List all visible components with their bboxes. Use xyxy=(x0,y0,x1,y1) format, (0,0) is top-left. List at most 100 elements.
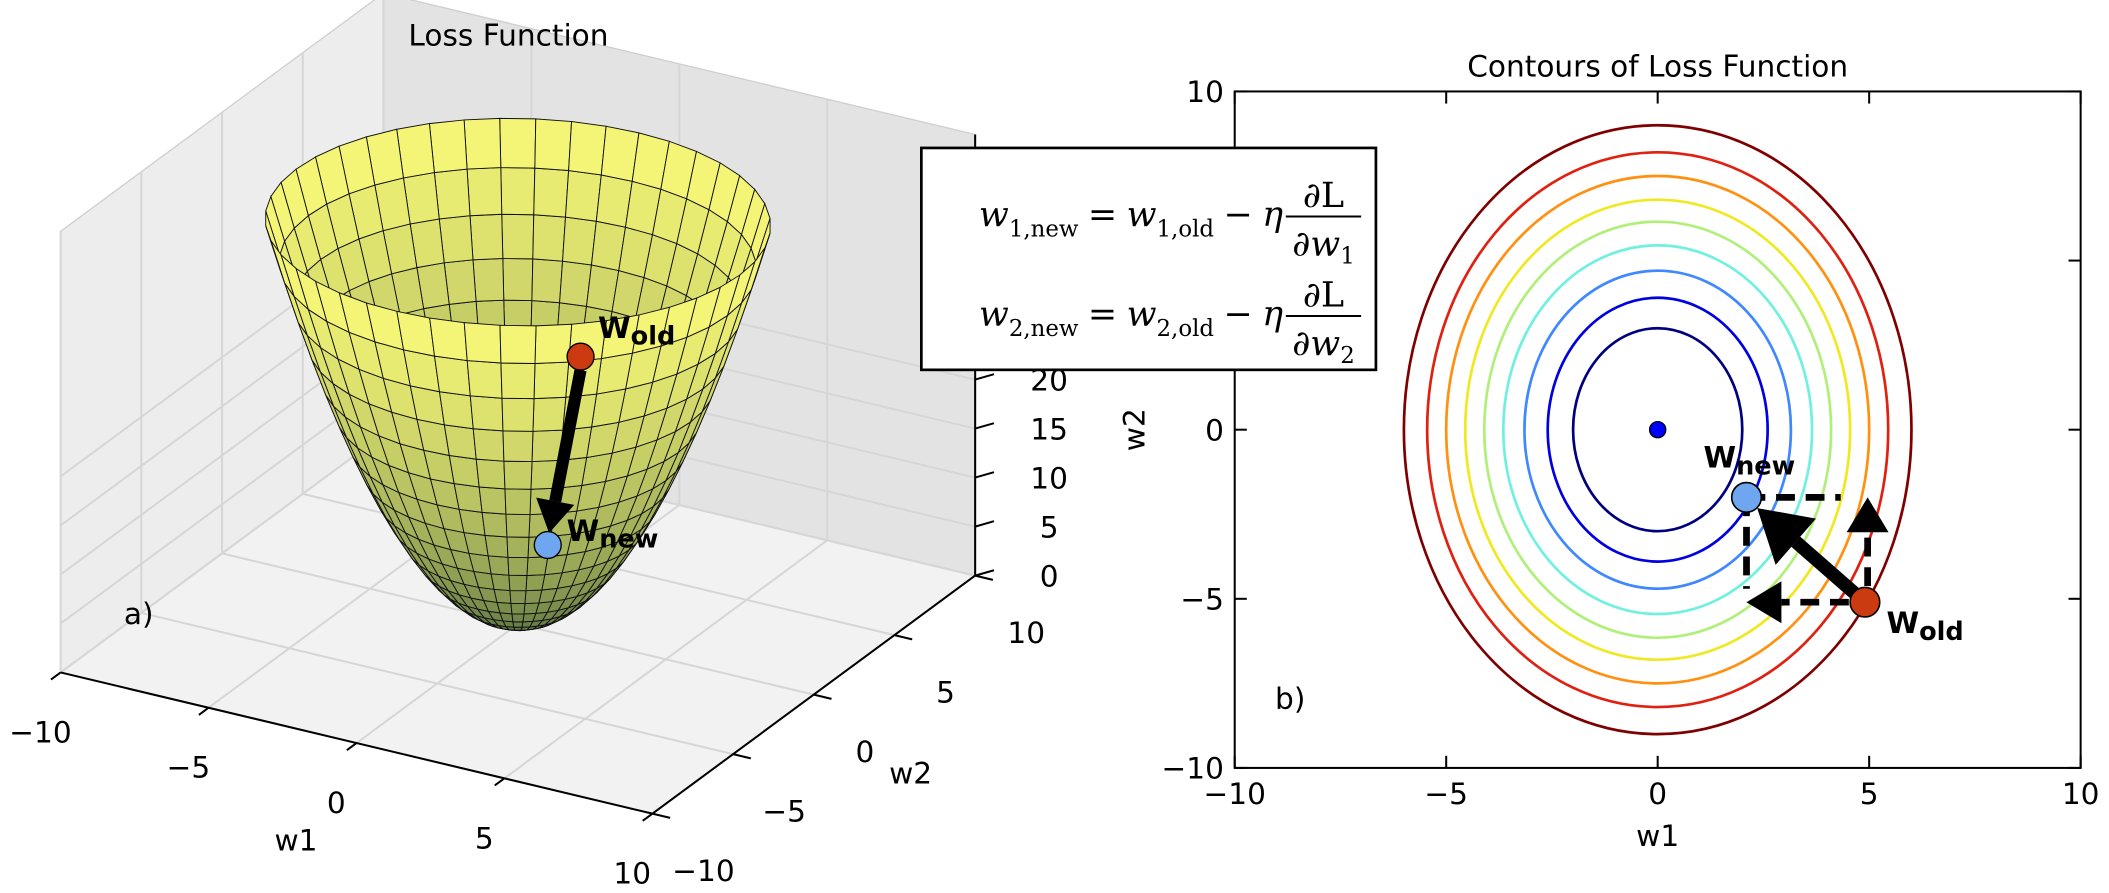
x-tick-label: −10 xyxy=(1204,777,1266,811)
contour-line xyxy=(1482,220,1833,640)
x-tick-label: −5 xyxy=(1424,777,1468,811)
surface-patch xyxy=(532,214,567,262)
point-label-sub: new xyxy=(1736,451,1795,481)
surface-patch xyxy=(428,119,468,174)
x-axis-label: w1 xyxy=(1636,819,1679,853)
surface-patch xyxy=(472,428,505,462)
z-tick-label: 0 xyxy=(1040,559,1059,593)
minimum-point xyxy=(1648,420,1667,439)
denominator-sub: 2 xyxy=(1340,343,1355,369)
surface-patch xyxy=(484,534,509,558)
weight-point xyxy=(1730,481,1763,513)
x-tick-label: 5 xyxy=(475,821,494,855)
equation-left: w2,new = w2,old − η xyxy=(979,294,1283,342)
y-tick xyxy=(813,693,832,700)
surface-patch xyxy=(526,556,549,576)
equation-term: w xyxy=(979,294,1009,334)
surface-patch xyxy=(502,258,534,302)
surface-patch xyxy=(475,458,506,490)
equation-subscript: 2,new xyxy=(1009,316,1079,342)
contour-line xyxy=(1571,326,1744,533)
x-tick xyxy=(642,812,653,822)
surface-patch xyxy=(490,573,511,592)
contour-line xyxy=(1425,150,1890,709)
step-arrow xyxy=(1791,536,1859,598)
surface-patch xyxy=(507,556,529,576)
equation-denominator: ∂w2 xyxy=(1292,324,1355,369)
z-tick xyxy=(974,471,995,479)
surface-patch xyxy=(433,168,471,220)
denominator-main: ∂w xyxy=(1292,225,1340,265)
point-label: Wold xyxy=(598,311,675,352)
surface-patch xyxy=(500,362,536,400)
equation-term: = xyxy=(1088,294,1117,334)
z-tick xyxy=(974,520,995,528)
y-tick-label: −5 xyxy=(762,794,806,828)
x-tick xyxy=(494,777,506,787)
surface-patch xyxy=(433,355,471,397)
surface-patch xyxy=(511,613,525,623)
y-tick xyxy=(974,574,994,581)
y-tick xyxy=(894,634,913,641)
y-tick-label: 5 xyxy=(936,675,955,709)
denominator-sub: 1 xyxy=(1340,244,1355,270)
surface-patch xyxy=(534,323,573,365)
surface-patch xyxy=(429,317,468,362)
surface-patch xyxy=(469,213,504,261)
point-label-sub: new xyxy=(599,525,658,555)
surface-patch xyxy=(463,322,502,364)
surface-patch xyxy=(533,361,570,400)
surface-patch xyxy=(438,215,474,264)
y-tick-label: −10 xyxy=(672,854,734,888)
surface-patch xyxy=(562,216,597,266)
x-tick-label: 0 xyxy=(327,786,346,820)
step-arrow xyxy=(549,368,587,503)
surface-patch xyxy=(448,454,480,488)
x-tick-label: −10 xyxy=(9,715,71,749)
point-label-main: W xyxy=(567,514,600,548)
surface-patch xyxy=(466,360,503,399)
x-tick-label: −5 xyxy=(167,751,211,785)
weight-point xyxy=(1849,586,1881,618)
contour-line xyxy=(1501,244,1814,616)
title: Contours of Loss Function xyxy=(1467,50,1848,84)
contour-line xyxy=(1444,174,1871,685)
point-label-sub: old xyxy=(1919,617,1964,647)
surface-patch xyxy=(438,391,474,430)
point-label-main: W xyxy=(1703,441,1736,475)
equation-term: w xyxy=(1127,294,1157,334)
x-tick-label: 10 xyxy=(613,857,651,891)
point-label-main: W xyxy=(598,311,631,345)
surface-patch xyxy=(472,257,505,302)
surface-patch xyxy=(499,117,537,169)
surface-patch xyxy=(503,460,533,490)
grid-line xyxy=(141,611,734,756)
y-axis-label: w2 xyxy=(1118,408,1152,451)
surface-patch xyxy=(466,167,503,217)
surface-patch xyxy=(463,117,502,170)
surface-patch xyxy=(508,574,528,592)
equation-term: − xyxy=(1223,195,1252,235)
equation-numerator: ∂L xyxy=(1303,176,1344,216)
surface-patch xyxy=(443,259,477,305)
surface-patch xyxy=(501,397,535,432)
point-label: Wold xyxy=(1886,606,1963,647)
surface-patch xyxy=(534,118,573,172)
weight-point xyxy=(533,530,562,560)
equation-term: = xyxy=(1088,195,1117,235)
y-tick-label: 0 xyxy=(855,735,874,769)
dashed-arrow-head xyxy=(1846,497,1889,533)
point-label-main: W xyxy=(1886,606,1919,640)
surface-patch xyxy=(533,167,570,218)
surface-patch xyxy=(531,258,564,304)
surface-patch xyxy=(501,213,535,260)
surface-patch xyxy=(565,169,602,222)
y-tick-label: 10 xyxy=(1007,616,1045,650)
surface-patch xyxy=(481,511,508,538)
contour-line xyxy=(1523,269,1793,591)
equation-subscript: 2,old xyxy=(1157,316,1215,342)
equation-subscript: 1,new xyxy=(1009,217,1079,243)
step-arrow-head xyxy=(536,497,575,533)
contour-line xyxy=(1402,123,1913,736)
equation-term: η xyxy=(1262,195,1283,235)
